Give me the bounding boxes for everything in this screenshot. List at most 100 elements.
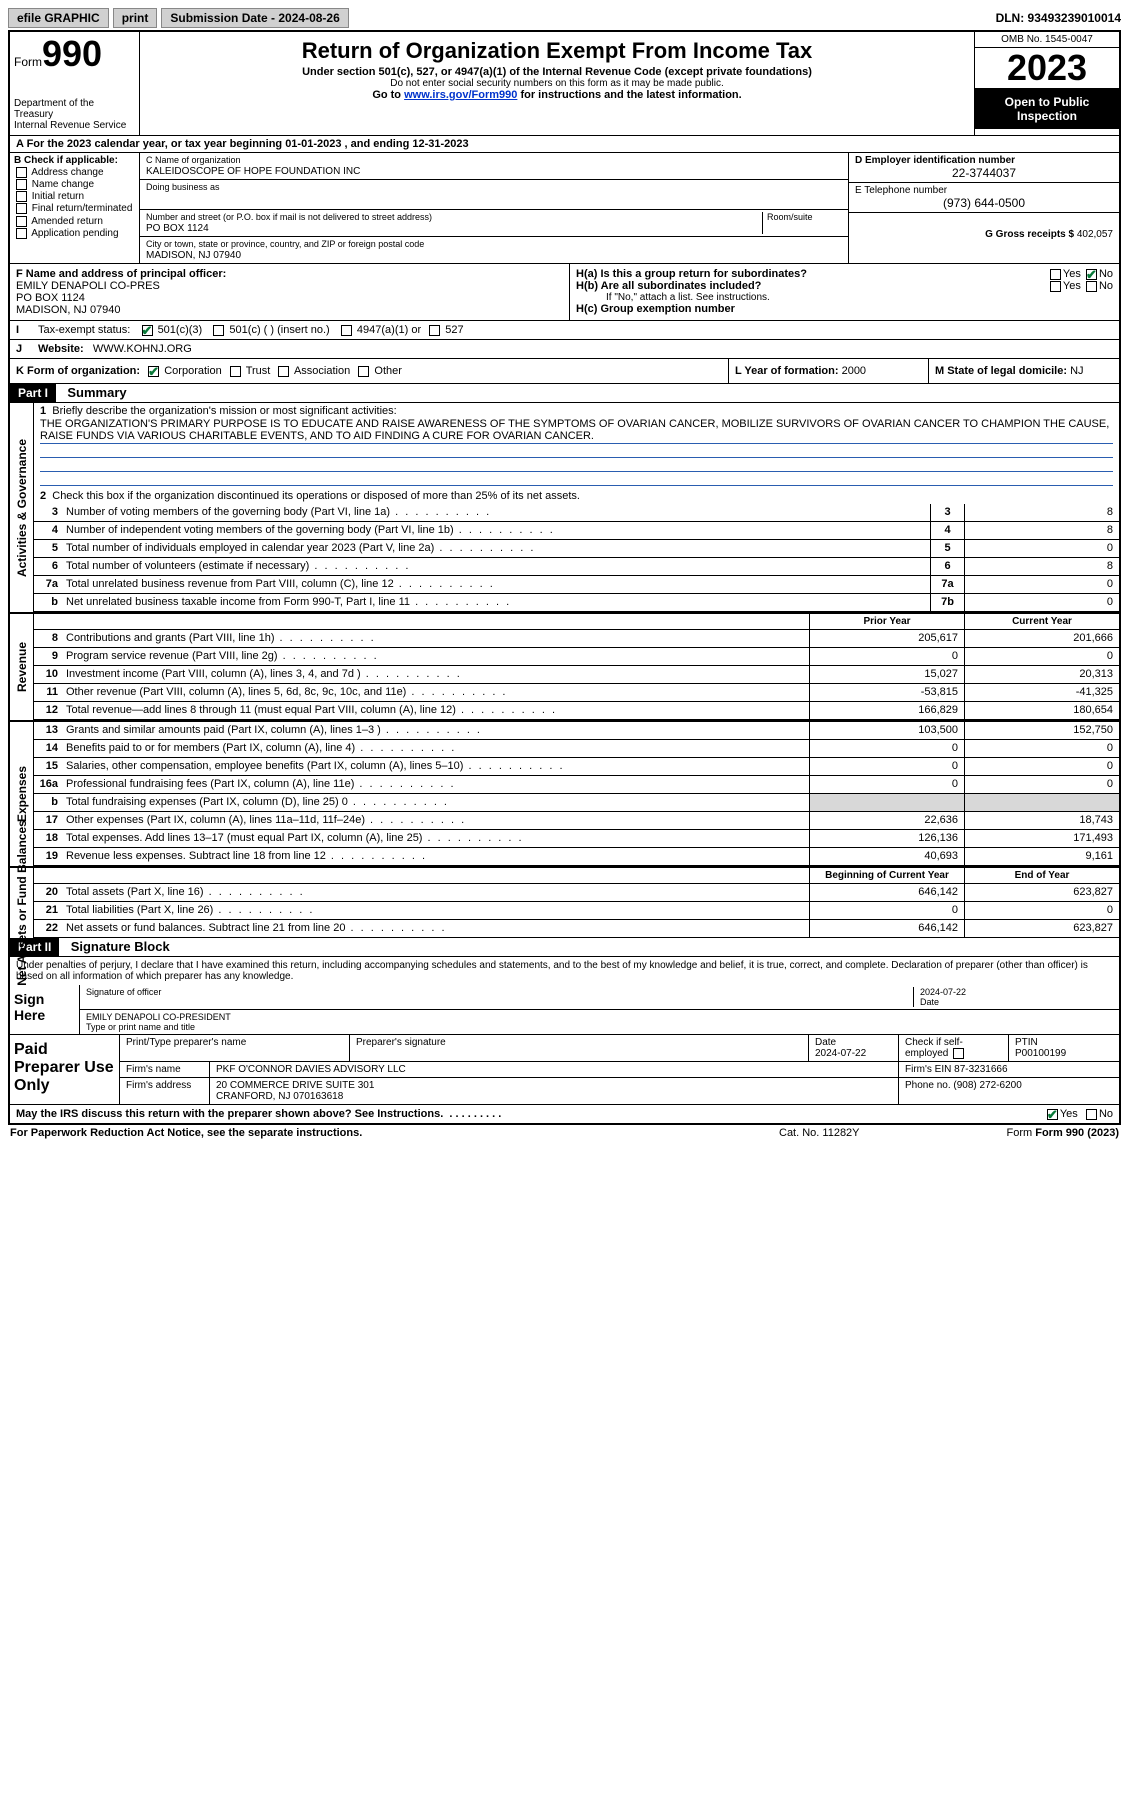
submission-date: Submission Date - 2024-08-26: [161, 8, 348, 28]
officer-signature-name: EMILY DENAPOLI CO-PRESIDENT: [86, 1012, 231, 1022]
rev-row: 9Program service revenue (Part VIII, lin…: [34, 648, 1119, 666]
chk-self-employed[interactable]: [953, 1048, 964, 1059]
chk-application-pending[interactable]: Application pending: [14, 228, 135, 239]
section-i: I Tax-exempt status: 501(c)(3) 501(c) ( …: [10, 321, 1119, 340]
form-990: Form990 Department of the Treasury Inter…: [8, 30, 1121, 1125]
part-1-header: Part I Summary: [10, 384, 1119, 403]
officer-name: EMILY DENAPOLI CO-PRES: [16, 280, 160, 292]
rev-row: 12Total revenue—add lines 8 through 11 (…: [34, 702, 1119, 720]
chk-discuss-no[interactable]: [1086, 1109, 1097, 1120]
gov-row: 4Number of independent voting members of…: [34, 522, 1119, 540]
net-row: 21Total liabilities (Part X, line 26)00: [34, 902, 1119, 920]
form-number: 990: [42, 33, 102, 74]
paid-preparer: Paid Preparer Use Only Print/Type prepar…: [10, 1035, 1119, 1104]
header-mid: Return of Organization Exempt From Incom…: [140, 32, 974, 135]
chk-corp[interactable]: [148, 366, 159, 377]
mission-text: THE ORGANIZATION'S PRIMARY PURPOSE IS TO…: [40, 417, 1113, 444]
form-title: Return of Organization Exempt From Incom…: [150, 38, 964, 64]
chk-hb-no[interactable]: [1086, 281, 1097, 292]
gov-row: bNet unrelated business taxable income f…: [34, 594, 1119, 612]
chk-address-change[interactable]: Address change: [14, 167, 135, 178]
side-governance: Activities & Governance: [10, 403, 34, 612]
section-l: L Year of formation: 2000: [729, 359, 929, 383]
dln: DLN: 93493239010014: [996, 11, 1121, 25]
org-name: KALEIDOSCOPE OF HOPE FOUNDATION INC: [146, 166, 360, 177]
form-subtitle-1: Under section 501(c), 527, or 4947(a)(1)…: [150, 66, 964, 78]
omb-number: OMB No. 1545-0047: [975, 32, 1119, 48]
gross-receipts: 402,057: [1077, 229, 1113, 240]
chk-initial-return[interactable]: Initial return: [14, 191, 135, 202]
section-k: K Form of organization: Corporation Trus…: [10, 359, 729, 383]
exp-row: 14Benefits paid to or for members (Part …: [34, 740, 1119, 758]
chk-assoc[interactable]: [278, 366, 289, 377]
chk-final-return[interactable]: Final return/terminated: [14, 203, 135, 214]
rev-row: 8Contributions and grants (Part VIII, li…: [34, 630, 1119, 648]
part-2-header: Part II Signature Block: [10, 938, 1119, 957]
line-a: A For the 2023 calendar year, or tax yea…: [10, 136, 1119, 153]
open-to-public: Open to Public Inspection: [975, 89, 1119, 129]
gov-row: 7aTotal unrelated business revenue from …: [34, 576, 1119, 594]
section-de: D Employer identification number 22-3744…: [849, 153, 1119, 263]
chk-discuss-yes[interactable]: [1047, 1109, 1058, 1120]
exp-row: 17Other expenses (Part IX, column (A), l…: [34, 812, 1119, 830]
chk-name-change[interactable]: Name change: [14, 179, 135, 190]
net-col-hdr: Beginning of Current Year End of Year: [34, 868, 1119, 884]
chk-trust[interactable]: [230, 366, 241, 377]
efile-label: efile GRAPHIC: [8, 8, 109, 28]
section-c: C Name of organization KALEIDOSCOPE OF H…: [140, 153, 849, 263]
firm-name: PKF O'CONNOR DAVIES ADVISORY LLC: [210, 1062, 899, 1077]
form-label: Form: [14, 55, 42, 69]
form-id-box: Form990 Department of the Treasury Inter…: [10, 32, 140, 135]
section-m: M State of legal domicile: NJ: [929, 359, 1119, 383]
form-link-line: Go to www.irs.gov/Form990 for instructio…: [150, 89, 964, 101]
chk-501c3[interactable]: [142, 325, 153, 336]
exp-row: 16aProfessional fundraising fees (Part I…: [34, 776, 1119, 794]
section-f: F Name and address of principal officer:…: [10, 264, 570, 320]
exp-row: bTotal fundraising expenses (Part IX, co…: [34, 794, 1119, 812]
chk-501c[interactable]: [213, 325, 224, 336]
chk-other[interactable]: [358, 366, 369, 377]
dept-treasury: Department of the Treasury Internal Reve…: [14, 98, 135, 131]
website: WWW.KOHNJ.ORG: [93, 343, 192, 355]
rev-col-hdr: Prior Year Current Year: [34, 614, 1119, 630]
chk-4947[interactable]: [341, 325, 352, 336]
exp-row: 15Salaries, other compensation, employee…: [34, 758, 1119, 776]
tax-year: 2023: [975, 48, 1119, 89]
line-1: 1 Briefly describe the organization's mi…: [34, 403, 1119, 488]
discuss-row: May the IRS discuss this return with the…: [10, 1104, 1119, 1123]
exp-row: 19Revenue less expenses. Subtract line 1…: [34, 848, 1119, 866]
firm-ein: 87-3231666: [954, 1064, 1007, 1075]
section-j: J Website: WWW.KOHNJ.ORG: [10, 340, 1119, 359]
city-state-zip: MADISON, NJ 07940: [146, 250, 241, 261]
rev-row: 11Other revenue (Part VIII, column (A), …: [34, 684, 1119, 702]
side-netassets: Net Assets or Fund Balances: [10, 868, 34, 938]
net-row: 22Net assets or fund balances. Subtract …: [34, 920, 1119, 938]
chk-amended-return[interactable]: Amended return: [14, 216, 135, 227]
exp-row: 13Grants and similar amounts paid (Part …: [34, 722, 1119, 740]
chk-hb-yes[interactable]: [1050, 281, 1061, 292]
rev-row: 10Investment income (Part VIII, column (…: [34, 666, 1119, 684]
side-revenue: Revenue: [10, 614, 34, 720]
gov-row: 6Total number of volunteers (estimate if…: [34, 558, 1119, 576]
chk-527[interactable]: [429, 325, 440, 336]
sign-here: Sign Here Signature of officer 2024-07-2…: [10, 985, 1119, 1035]
print-button[interactable]: print: [113, 8, 158, 28]
section-b: B Check if applicable: Address change Na…: [10, 153, 140, 263]
ein: 22-3744037: [855, 166, 1113, 180]
irs-link[interactable]: www.irs.gov/Form990: [404, 89, 517, 101]
header-right: OMB No. 1545-0047 2023 Open to Public In…: [974, 32, 1119, 135]
topbar: efile GRAPHIC print Submission Date - 20…: [8, 8, 1121, 28]
page-footer: For Paperwork Reduction Act Notice, see …: [8, 1125, 1121, 1141]
gov-row: 3Number of voting members of the governi…: [34, 504, 1119, 522]
gov-row: 5Total number of individuals employed in…: [34, 540, 1119, 558]
phone: (973) 644-0500: [855, 196, 1113, 210]
street-address: PO BOX 1124: [146, 223, 209, 234]
ptin: P00100199: [1015, 1048, 1066, 1059]
form-subtitle-2: Do not enter social security numbers on …: [150, 78, 964, 89]
chk-ha-no[interactable]: [1086, 269, 1097, 280]
line-2: 2 Check this box if the organization dis…: [34, 488, 1119, 504]
perjury-declaration: Under penalties of perjury, I declare th…: [10, 957, 1119, 985]
exp-row: 18Total expenses. Add lines 13–17 (must …: [34, 830, 1119, 848]
section-h: H(a) Is this a group return for subordin…: [570, 264, 1119, 320]
chk-ha-yes[interactable]: [1050, 269, 1061, 280]
